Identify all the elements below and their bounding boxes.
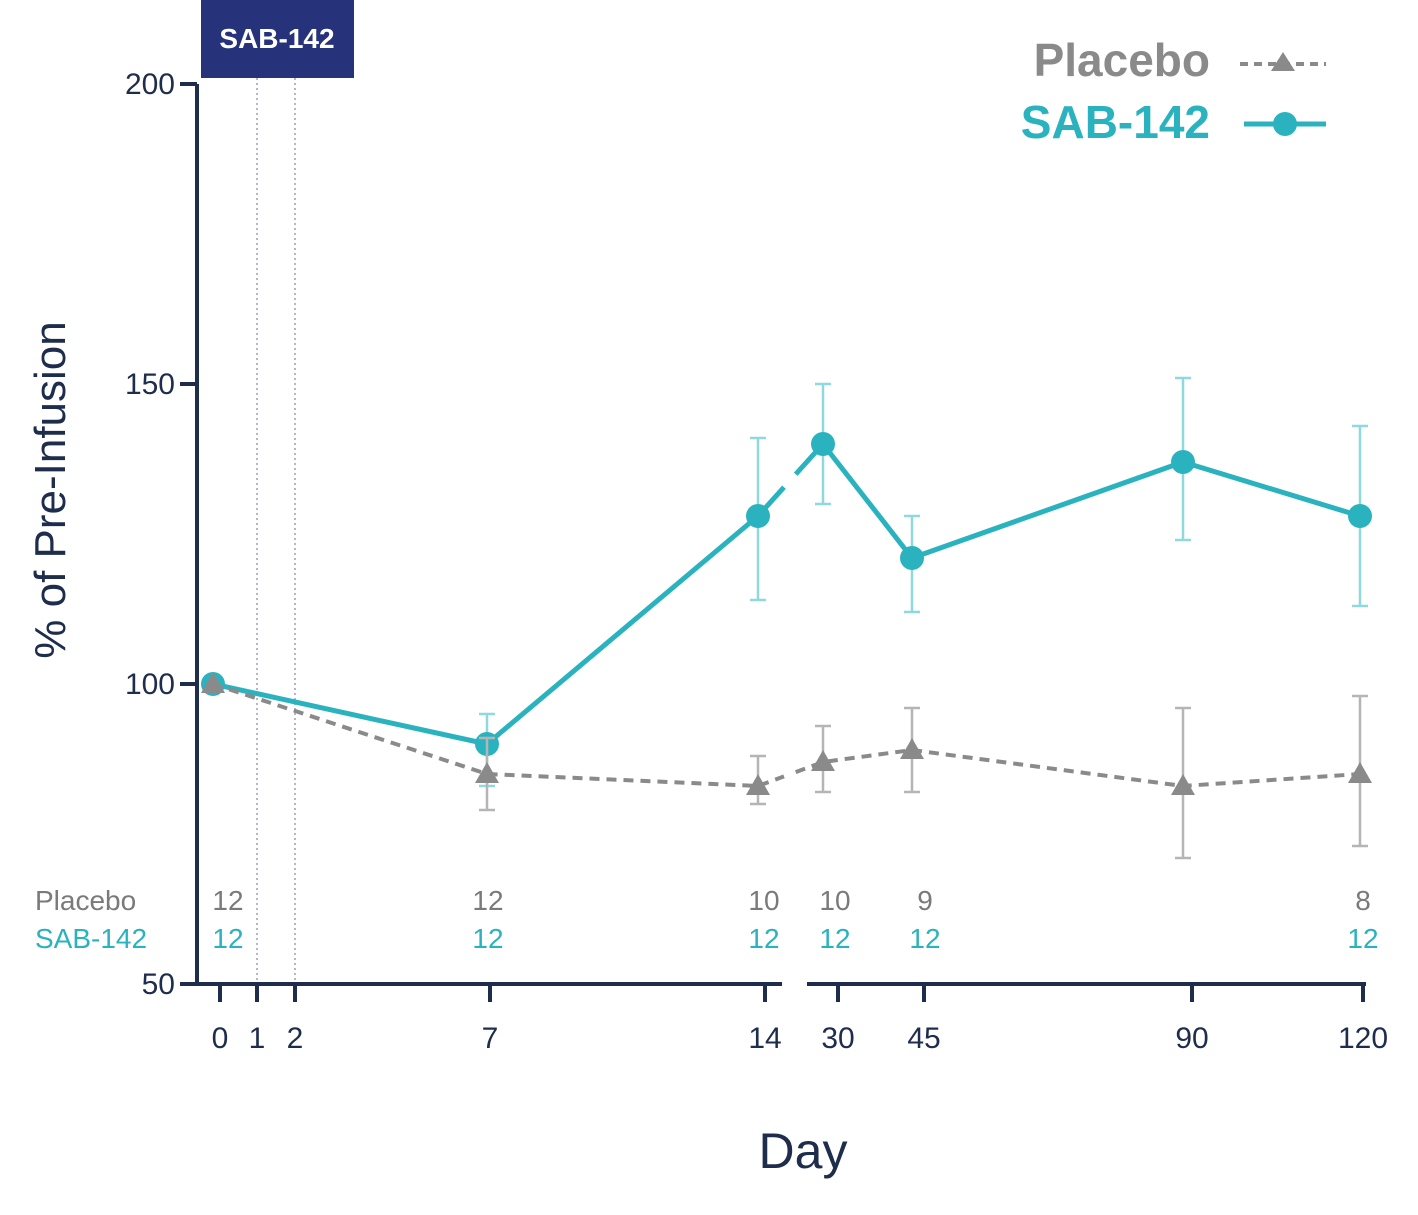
y-axis-title: % of Pre-Infusion xyxy=(26,321,75,659)
legend-label-sab142: SAB-142 xyxy=(1021,96,1210,148)
legend-marker-placebo xyxy=(1271,52,1295,71)
x-tick-label: 0 xyxy=(212,1022,229,1055)
n-count-placebo: 12 xyxy=(472,885,503,916)
n-count-placebo: 10 xyxy=(748,885,779,916)
legend-marker-sab142 xyxy=(1273,112,1297,136)
y-tick-label: 50 xyxy=(142,968,175,1001)
n-count-sab142: 12 xyxy=(819,923,850,954)
x-tick-label: 90 xyxy=(1175,1022,1208,1055)
sab142-series-line xyxy=(212,485,786,747)
n-label-sab142: SAB-142 xyxy=(35,923,147,954)
x-tick-label: 7 xyxy=(482,1022,499,1055)
sab142-series-line xyxy=(793,441,1361,561)
n-count-sab142: 12 xyxy=(212,923,243,954)
sab142-point xyxy=(811,432,835,456)
dose-box-label: SAB-142 xyxy=(219,23,334,54)
placebo-point xyxy=(811,750,835,771)
n-count-placebo: 10 xyxy=(819,885,850,916)
sab142-point xyxy=(1348,504,1372,528)
n-count-sab142: 12 xyxy=(909,923,940,954)
x-tick-label: 1 xyxy=(249,1022,266,1055)
y-tick-label: 150 xyxy=(125,368,175,401)
y-tick-label: 100 xyxy=(125,668,175,701)
sab142-point xyxy=(746,504,770,528)
n-count-placebo: 8 xyxy=(1355,885,1371,916)
sab142-point xyxy=(1171,450,1195,474)
placebo-point xyxy=(201,672,225,693)
x-tick-label: 45 xyxy=(907,1022,940,1055)
placebo-series-line xyxy=(795,748,1361,788)
x-tick-label: 2 xyxy=(287,1022,304,1055)
x-tick-label: 14 xyxy=(748,1022,781,1055)
x-tick-label: 120 xyxy=(1338,1022,1388,1055)
placebo-point xyxy=(746,774,770,795)
x-axis-title: Day xyxy=(759,1123,848,1179)
n-count-placebo: 9 xyxy=(917,885,933,916)
legend-label-placebo: Placebo xyxy=(1034,34,1210,86)
y-tick-label: 200 xyxy=(125,68,175,101)
placebo-point xyxy=(1171,774,1195,795)
x-tick-label: 30 xyxy=(821,1022,854,1055)
placebo-point xyxy=(475,762,499,783)
placebo-series-line xyxy=(212,682,785,788)
placebo-point xyxy=(900,738,924,759)
sab142-point xyxy=(900,546,924,570)
n-count-sab142: 12 xyxy=(748,923,779,954)
n-count-placebo: 12 xyxy=(212,885,243,916)
placebo-point xyxy=(1348,762,1372,783)
n-count-sab142: 12 xyxy=(1347,923,1378,954)
n-label-placebo: Placebo xyxy=(35,885,136,916)
n-count-sab142: 12 xyxy=(472,923,503,954)
dose-box xyxy=(201,0,354,78)
